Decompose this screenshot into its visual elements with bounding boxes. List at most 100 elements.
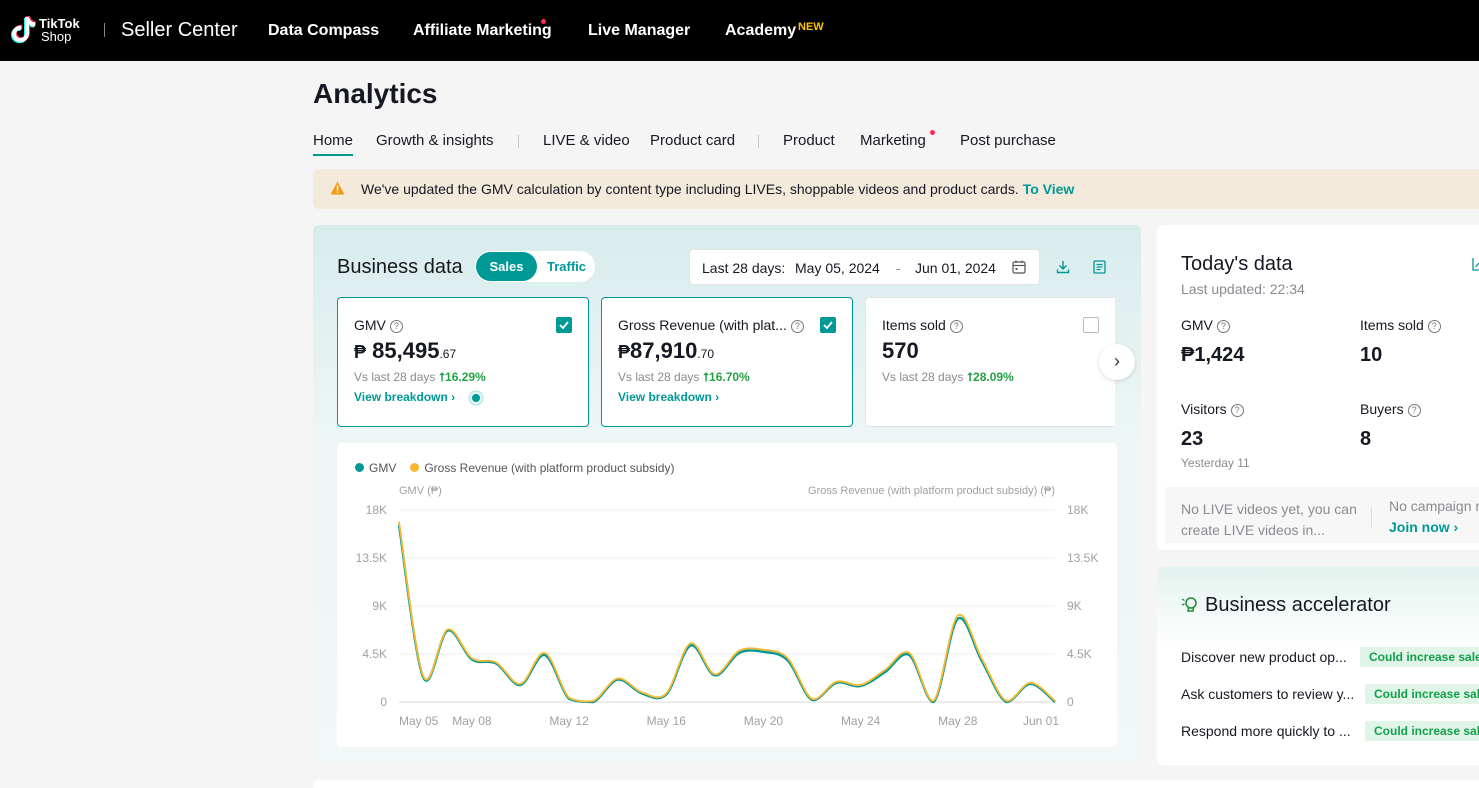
x-tick-label: May 12 xyxy=(549,714,589,728)
warning-icon xyxy=(330,181,345,195)
logo-line-shop: Shop xyxy=(41,29,72,44)
tab-marketing[interactable]: Marketing xyxy=(860,132,926,149)
metric-value-cents: .70 xyxy=(697,347,714,361)
metric-label-text: Gross Revenue (with plat... xyxy=(618,317,787,333)
nav-affiliate-marketing[interactable]: Affiliate Marketing xyxy=(413,22,552,39)
metric-comparison: Vs last 28 days ⭡16.29% xyxy=(354,370,486,385)
x-tick-label: May 08 xyxy=(452,714,492,728)
radio-indicator-icon xyxy=(468,390,484,406)
seller-center-title[interactable]: Seller Center xyxy=(121,19,238,41)
view-breakdown-link[interactable]: View breakdown › xyxy=(354,390,456,404)
notice-text: We've updated the GMV calculation by con… xyxy=(361,181,1074,197)
lightbulb-icon xyxy=(1181,597,1197,612)
x-tick-label: May 05 xyxy=(399,714,439,728)
comparison-change-value: 16.29% xyxy=(445,370,486,384)
sales-toggle-button[interactable]: Sales xyxy=(476,252,537,281)
notification-dot xyxy=(930,130,935,135)
today-visitors-label: Visitors? xyxy=(1181,401,1244,417)
help-icon[interactable]: ? xyxy=(1216,320,1230,333)
date-end[interactable]: Jun 01, 2024 xyxy=(915,260,996,276)
gmv-series-line[interactable] xyxy=(397,524,1056,704)
to-view-link[interactable]: To View xyxy=(1022,181,1075,197)
checkmark-icon xyxy=(823,321,833,330)
active-tab-indicator xyxy=(313,154,353,156)
metric-checkbox[interactable] xyxy=(1083,317,1099,333)
today-items-sold-label-text: Items sold xyxy=(1360,317,1424,333)
today-items-sold-label: Items sold? xyxy=(1360,317,1441,333)
comparison-label: Vs last 28 days xyxy=(354,370,436,384)
metric-checkbox[interactable] xyxy=(820,317,836,333)
nav-academy[interactable]: Academy xyxy=(725,22,797,39)
today-visitors-yesterday: Yesterday 11 xyxy=(1181,456,1250,470)
metric-card-gmv[interactable]: GMV? ₱ 85,495.67 Vs last 28 days ⭡16.29% … xyxy=(337,297,589,427)
y-tick-label-right: 0 xyxy=(1067,695,1074,709)
accelerator-task[interactable]: Ask customers to review y... xyxy=(1181,686,1355,702)
x-tick-label: May 24 xyxy=(841,714,881,728)
could-increase-sales-tag: Could increase sale xyxy=(1365,684,1479,704)
metric-card-gross-revenue[interactable]: Gross Revenue (with plat...? ₱87,910.70 … xyxy=(601,297,853,427)
page-title: Analytics xyxy=(313,78,438,109)
join-now-link[interactable]: Join now › xyxy=(1389,519,1459,535)
gross-revenue-series-line[interactable] xyxy=(398,521,1056,703)
tab-growth-insights[interactable]: Growth & insights xyxy=(376,132,494,149)
metric-checkbox[interactable] xyxy=(556,317,572,333)
help-icon[interactable]: ? xyxy=(949,320,963,333)
help-icon[interactable]: ? xyxy=(1427,320,1441,333)
today-buyers-value: 8 xyxy=(1360,428,1372,450)
traffic-toggle-button[interactable]: Traffic xyxy=(547,259,587,274)
y-axis-right-title: Gross Revenue (with platform product sub… xyxy=(808,485,1055,497)
date-range-picker[interactable]: Last 28 days: May 05, 2024 - Jun 01, 202… xyxy=(689,249,1040,285)
tab-post-purchase[interactable]: Post purchase xyxy=(960,132,1056,149)
comparison-change-value: 28.09% xyxy=(973,370,1014,384)
legend-item-gmv[interactable]: GMV xyxy=(355,461,396,475)
help-icon[interactable]: ? xyxy=(790,320,804,333)
comparison-change: ⭡16.29% xyxy=(439,370,486,384)
nav-data-compass[interactable]: Data Compass xyxy=(268,22,380,39)
next-section-edge xyxy=(313,780,1479,788)
legend-item-gross-revenue[interactable]: Gross Revenue (with platform product sub… xyxy=(410,461,674,475)
today-gmv-value: ₱1,424 xyxy=(1181,344,1245,366)
comparison-change: ⭡28.09% xyxy=(967,370,1014,384)
help-icon[interactable]: ? xyxy=(1230,404,1244,417)
business-accelerator-title: Business accelerator xyxy=(1205,594,1391,616)
metric-label-text: Items sold xyxy=(882,317,946,333)
download-icon[interactable] xyxy=(1056,260,1070,274)
today-items-sold-value: 10 xyxy=(1360,344,1383,366)
help-icon[interactable]: ? xyxy=(1407,404,1421,417)
legend-label: GMV xyxy=(369,461,397,475)
accelerator-task[interactable]: Discover new product op... xyxy=(1181,649,1347,665)
y-tick-label-right: 13.5K xyxy=(1067,551,1098,565)
metric-value-main: 87,910 xyxy=(630,338,698,363)
today-gmv-label: GMV? xyxy=(1181,317,1230,333)
sales-traffic-toggle: Sales Traffic xyxy=(475,251,595,282)
checkmark-icon xyxy=(559,321,569,330)
tab-product[interactable]: Product xyxy=(783,132,835,149)
tiktok-shop-logo[interactable]: TikTok Shop xyxy=(8,15,80,45)
tab-home[interactable]: Home xyxy=(313,132,354,149)
today-visitors-value: 23 xyxy=(1181,428,1204,450)
could-increase-sales-tag: Could increase sale xyxy=(1360,647,1479,667)
report-icon[interactable] xyxy=(1093,260,1106,274)
help-icon[interactable]: ? xyxy=(389,320,403,333)
tab-product-card[interactable]: Product card xyxy=(650,132,736,149)
next-cards-button[interactable]: › xyxy=(1099,344,1135,380)
y-tick-label-right: 4.5K xyxy=(1067,647,1092,661)
comparison-change: ⭡16.70% xyxy=(703,370,750,384)
y-axis-left-title: GMV (₱) xyxy=(399,485,442,497)
date-start[interactable]: May 05, 2024 xyxy=(795,260,880,276)
logo-wordmark: TikTok Shop xyxy=(39,17,80,43)
nav-live-manager[interactable]: Live Manager xyxy=(588,22,691,39)
y-tick-label-right: 9K xyxy=(1067,599,1082,613)
logo-divider xyxy=(104,23,105,37)
y-tick-label-left: 18K xyxy=(366,503,387,517)
metric-card-items-sold[interactable]: Items sold? 570 Vs last 28 days ⭡28.09% xyxy=(865,297,1115,427)
y-tick-label-left: 0 xyxy=(380,695,387,709)
y-tick-label-left: 13.5K xyxy=(356,551,387,565)
y-tick-label-left: 4.5K xyxy=(362,647,387,661)
trend-chart-icon[interactable] xyxy=(1472,257,1479,271)
footer-divider xyxy=(1371,507,1372,527)
accelerator-task[interactable]: Respond more quickly to ... xyxy=(1181,723,1351,739)
metric-value: ₱87,910.70 xyxy=(618,338,714,364)
tab-live-video[interactable]: LIVE & video xyxy=(543,132,630,149)
view-breakdown-link[interactable]: View breakdown › xyxy=(618,390,720,404)
